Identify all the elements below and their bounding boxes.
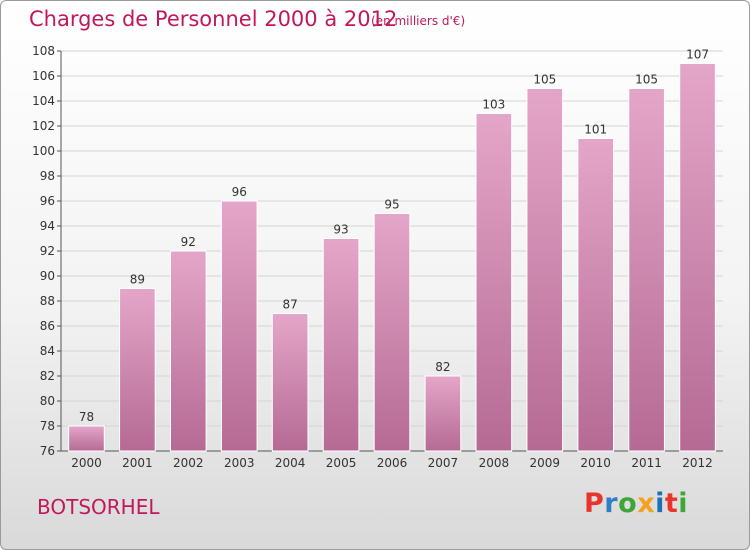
- chart-title: Charges de Personnel 2000 à 2012: [29, 7, 398, 31]
- bar-2008: [475, 113, 513, 452]
- value-label-2006: 95: [384, 198, 399, 212]
- y-tick-label: 88: [40, 294, 55, 308]
- y-tick-label: 84: [40, 344, 55, 358]
- value-label-2010: 101: [584, 123, 607, 137]
- y-tick-label: 100: [32, 144, 55, 158]
- x-tick-label-2005: 2005: [326, 456, 357, 470]
- commune-name: BOTSORHEL: [37, 495, 160, 519]
- logo-letter: t: [664, 488, 679, 519]
- bar-2002: [169, 250, 207, 452]
- labels: 76 78 80 82 84 86 88 90 92 94 96 98 100 102 104 106 108 7…: [32, 44, 713, 470]
- y-tick-label: 108: [32, 44, 55, 58]
- bar-2000: [68, 425, 105, 452]
- logo-letter: x: [637, 488, 656, 519]
- logo-letter: o: [618, 488, 638, 519]
- y-tick-label: 98: [40, 169, 55, 183]
- x-tick-label-2002: 2002: [173, 456, 204, 470]
- value-label-2009: 105: [533, 73, 556, 87]
- value-label-2008: 103: [482, 98, 505, 112]
- bar-2003: [220, 200, 258, 452]
- y-tick-label: 96: [40, 194, 55, 208]
- bar-2007: [424, 375, 462, 452]
- value-label-2003: 96: [232, 185, 247, 199]
- x-tick-label-2010: 2010: [580, 456, 611, 470]
- x-tick-label-2008: 2008: [479, 456, 510, 470]
- x-tick-label-2007: 2007: [428, 456, 459, 470]
- value-label-2007: 82: [435, 360, 450, 374]
- value-label-2001: 89: [130, 273, 145, 287]
- x-tick-label-2003: 2003: [224, 456, 255, 470]
- bar-2011: [628, 88, 665, 452]
- bar-2012: [679, 63, 716, 452]
- y-tick-label: 80: [40, 394, 55, 408]
- value-label-2005: 93: [333, 223, 348, 237]
- value-label-2004: 87: [283, 298, 298, 312]
- proxiti-logo: Proxiti: [584, 488, 688, 519]
- logo-letter: i: [655, 488, 665, 519]
- y-tick-label: 94: [40, 219, 55, 233]
- y-tick-label: 106: [32, 69, 55, 83]
- bar-2001: [119, 288, 156, 452]
- chart-subtitle: (en milliers d'€): [371, 14, 466, 28]
- y-tick-label: 86: [40, 319, 55, 333]
- value-label-2002: 92: [181, 235, 196, 249]
- bar-2006: [373, 213, 411, 452]
- bars: [68, 63, 716, 452]
- y-tick-label: 82: [40, 369, 55, 383]
- x-tick-label-2001: 2001: [122, 456, 153, 470]
- x-tick-label-2012: 2012: [682, 456, 713, 470]
- bar-2005: [322, 238, 360, 452]
- value-label-2011: 105: [635, 73, 658, 87]
- y-tick-label: 104: [32, 94, 55, 108]
- logo-letter: P: [584, 488, 605, 519]
- y-tick-label: 78: [40, 419, 55, 433]
- x-tick-label-2011: 2011: [631, 456, 662, 470]
- y-tick-label: 102: [32, 119, 55, 133]
- value-label-2000: 78: [79, 410, 94, 424]
- logo-letter: r: [604, 488, 619, 519]
- y-tick-label: 90: [40, 269, 55, 283]
- x-tick-label-2004: 2004: [275, 456, 306, 470]
- x-tick-label-2000: 2000: [71, 456, 102, 470]
- bar-2004: [271, 313, 309, 452]
- x-tick-label-2009: 2009: [529, 456, 560, 470]
- y-tick-label: 92: [40, 244, 55, 258]
- bar-2010: [577, 138, 615, 452]
- y-tick-label: 76: [40, 444, 55, 458]
- bar-2009: [526, 88, 564, 452]
- value-label-2012: 107: [686, 48, 709, 62]
- x-tick-label-2006: 2006: [377, 456, 408, 470]
- logo-letter: i: [678, 488, 689, 519]
